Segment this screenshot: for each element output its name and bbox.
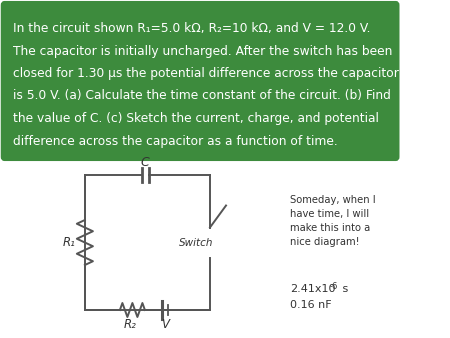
- Text: R₂: R₂: [124, 317, 137, 331]
- Text: C: C: [140, 156, 149, 169]
- Text: V: V: [161, 317, 169, 331]
- Text: The capacitor is initially uncharged. After the switch has been: The capacitor is initially uncharged. Af…: [13, 45, 392, 57]
- Text: the value of C. (c) Sketch the current, charge, and potential: the value of C. (c) Sketch the current, …: [13, 112, 378, 125]
- Text: 0.16 nF: 0.16 nF: [290, 300, 332, 310]
- Text: closed for 1.30 μs the potential difference across the capacitor: closed for 1.30 μs the potential differe…: [13, 67, 398, 80]
- Text: R₁: R₁: [63, 236, 75, 249]
- Text: is 5.0 V. (a) Calculate the time constant of the circuit. (b) Find: is 5.0 V. (a) Calculate the time constan…: [13, 90, 391, 102]
- Text: In the circuit shown R₁=5.0 kΩ, R₂=10 kΩ, and V = 12.0 V.: In the circuit shown R₁=5.0 kΩ, R₂=10 kΩ…: [13, 22, 370, 35]
- Text: Someday, when I
have time, I will
make this into a
nice diagram!: Someday, when I have time, I will make t…: [290, 195, 376, 247]
- FancyBboxPatch shape: [2, 2, 398, 160]
- Text: 2.41x10: 2.41x10: [290, 284, 336, 294]
- Text: s: s: [338, 284, 348, 294]
- Text: Switch: Switch: [179, 238, 213, 247]
- Text: -6: -6: [330, 282, 338, 291]
- Text: difference across the capacitor as a function of time.: difference across the capacitor as a fun…: [13, 135, 337, 147]
